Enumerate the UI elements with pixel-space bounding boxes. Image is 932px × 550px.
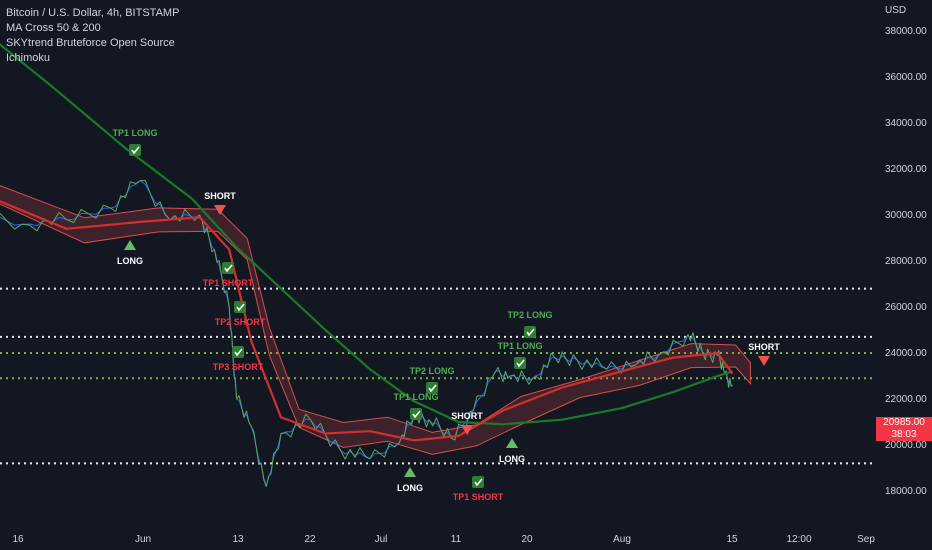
signal-tp-short: TP1 SHORT [453,476,504,502]
symbol-title[interactable]: Bitcoin / U.S. Dollar, 4h, BITSTAMP [6,7,180,19]
x-tick-label: 16 [12,534,24,545]
short-arrow-icon [214,205,226,215]
check-mark [236,303,245,312]
signal-label: LONG [499,454,525,464]
x-tick-label: 20 [521,534,533,545]
short-arrow-icon [461,425,473,435]
short-arrow-icon [758,356,770,366]
y-tick-label: 18000.00 [885,486,927,497]
check-icon [410,408,422,420]
bar-countdown: 38:03 [891,429,917,440]
x-tick-label: 11 [451,534,462,545]
y-tick-label: 34000.00 [885,118,927,129]
signal-label: SHORT [451,411,483,421]
signal-long: LONG [117,240,143,266]
signal-tp-long: TP1 LONG [112,128,158,156]
check-icon [222,262,234,274]
signal-label: TP1 SHORT [453,492,504,502]
check-icon [524,326,536,338]
signal-tp-long: TP1 LONG [497,341,543,369]
horizontal-levels [0,287,874,465]
signal-label: SHORT [204,191,236,201]
check-mark [516,359,525,368]
signal-label: TP1 LONG [393,392,438,402]
signal-tp-short: TP1 SHORT [203,262,254,288]
signal-label: TP2 LONG [507,310,552,320]
check-mark [526,328,535,337]
current-price-value: 20985.00 [883,417,925,428]
x-tick-label: Jun [135,534,151,545]
y-axis-bg [874,0,932,550]
check-mark [234,348,243,357]
check-icon [129,144,141,156]
y-tick-label: 22000.00 [885,394,927,405]
signal-short: SHORT [204,191,236,215]
signal-label: TP3 SHORT [213,362,264,372]
signal-tp-long: TP2 LONG [507,310,553,338]
signal-label: LONG [397,483,423,493]
long-arrow-icon [404,467,416,477]
check-mark [474,478,483,487]
long-arrow-icon [506,438,518,448]
ma-fast-line [0,200,734,442]
y-tick-label: 38000.00 [885,26,927,37]
chart-lines [0,43,734,487]
indicator-ma-cross[interactable]: MA Cross 50 & 200 [6,22,101,34]
y-tick-label: 30000.00 [885,210,927,221]
signal-label: TP1 LONG [497,341,542,351]
x-tick-label: Sep [857,534,875,545]
x-axis-bg [0,528,874,550]
y-axis: 38000.00 36000.00 34000.00 32000.00 30000.00… [874,0,932,550]
check-mark [428,384,437,393]
chart-legend: Bitcoin / U.S. Dollar, 4h, BITSTAMP MA C… [6,6,179,66]
signal-tp-long: TP2 LONG [409,366,455,394]
price-line [0,180,733,487]
check-mark [131,146,140,155]
signal-label: LONG [117,256,143,266]
ma-slow-line [0,43,733,426]
x-tick-label: 12:00 [786,534,811,545]
signal-label: TP2 SHORT [215,317,266,327]
signal-short: SHORT [748,342,780,366]
signal-short: SHORT [451,411,483,435]
signal-tp-short: TP2 SHORT [215,301,266,327]
x-axis: 16 Jun 13 22 Jul 11 20 Aug 15 12:00 Sep [0,528,875,550]
x-tick-label: 22 [304,534,316,545]
signal-label: TP1 SHORT [203,278,254,288]
trade-signals: TP1 LONG SHORT LONG TP1 SHORT TP2 SHORT TP3 S… [112,128,780,502]
y-tick-label: 24000.00 [885,348,927,359]
check-mark [224,264,233,273]
x-tick-label: Aug [613,534,631,545]
indicator-ichimoku[interactable]: Ichimoku [6,52,51,64]
long-arrow-icon [124,240,136,250]
currency-label: USD [885,5,907,16]
y-tick-label: 20000.00 [885,440,927,451]
check-icon [426,382,438,394]
check-mark [412,410,421,419]
signal-label: TP2 LONG [409,366,454,376]
signal-label: SHORT [748,342,780,352]
x-tick-label: 15 [726,534,738,545]
check-icon [234,301,246,313]
x-tick-label: Jul [375,534,388,545]
current-price-badge: 20985.00 38:03 [876,417,932,441]
check-icon [472,476,484,488]
check-icon [514,357,526,369]
signal-long: LONG [499,438,525,464]
x-tick-label: 13 [232,534,244,545]
y-tick-label: 36000.00 [885,72,927,83]
signal-label: TP1 LONG [112,128,157,138]
y-tick-label: 28000.00 [885,256,927,267]
y-tick-label: 26000.00 [885,302,927,313]
signal-long: LONG [397,467,423,493]
indicator-skytrend[interactable]: SKYtrend Bruteforce Open Source [6,37,175,49]
signal-tp-short: TP3 SHORT [213,346,264,372]
y-tick-label: 32000.00 [885,164,927,175]
check-icon [232,346,244,358]
signal-tp-long: TP1 LONG [393,392,439,420]
price-line-blue [0,180,733,487]
